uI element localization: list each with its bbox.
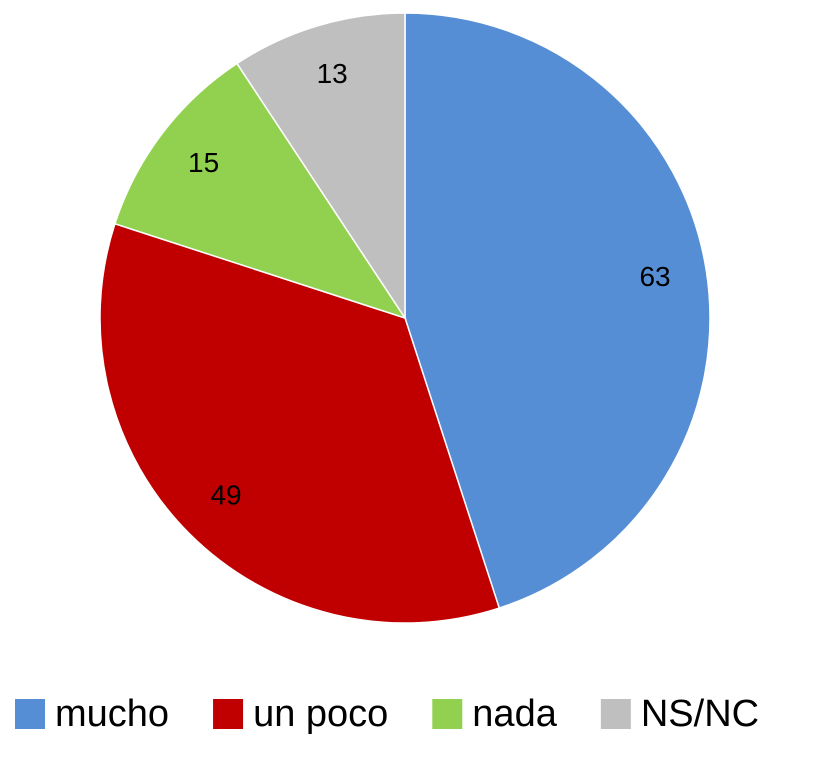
data-label: 49 xyxy=(210,479,241,510)
legend-label: mucho xyxy=(55,693,169,735)
legend-label: NS/NC xyxy=(641,693,759,735)
data-label: 15 xyxy=(188,147,219,178)
legend-swatch xyxy=(600,699,631,729)
data-label: 13 xyxy=(317,58,348,89)
pie-slice xyxy=(113,62,407,320)
legend-swatch xyxy=(213,699,244,729)
pie-slice xyxy=(404,12,711,610)
legend-swatch xyxy=(15,699,45,729)
pie-slice xyxy=(235,12,406,321)
legend-swatch xyxy=(432,699,463,729)
pie-slice xyxy=(99,222,501,624)
data-label: 63 xyxy=(639,261,670,292)
legend-label: un poco xyxy=(253,693,388,735)
legend-label: nada xyxy=(472,693,557,735)
